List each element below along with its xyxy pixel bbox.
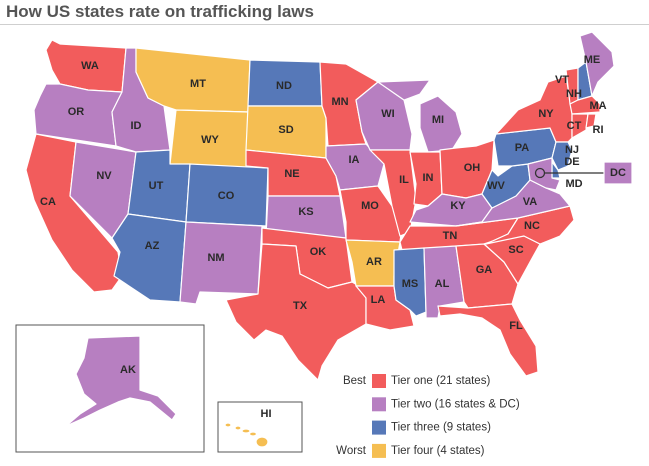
state-label-de: DE <box>564 156 579 168</box>
state-label-ut: UT <box>149 180 164 192</box>
state-label-ct: CT <box>567 120 582 132</box>
state-ct[interactable] <box>571 113 589 139</box>
state-nc[interactable] <box>485 205 575 245</box>
state-label-ca: CA <box>40 196 56 208</box>
state-label-co: CO <box>218 190 235 202</box>
state-label-tn: TN <box>443 230 458 242</box>
legend-label-tier2: Tier two (16 states & DC) <box>391 398 520 410</box>
state-mi[interactable] <box>377 79 463 153</box>
state-label-ky: KY <box>450 200 466 212</box>
state-label-la: LA <box>371 294 386 306</box>
state-label-va: VA <box>523 196 538 208</box>
legend-swatch-tier3 <box>372 420 386 435</box>
state-tx[interactable] <box>225 243 367 381</box>
legend-label-tier3: Tier three (9 states) <box>391 422 491 434</box>
hawaii-islands[interactable] <box>224 422 269 448</box>
state-label-ga: GA <box>476 264 493 276</box>
state-labels: WA OR CA NV ID MT WY UT CO AZ NM ND SD NE KS OK TX MN IA MO… <box>40 54 626 420</box>
state-label-nd: ND <box>276 80 292 92</box>
legend-swatch-tier1 <box>372 374 386 388</box>
state-label-sc: SC <box>508 244 523 256</box>
legend: Best Worst Tier one (21 states) Tier two … <box>336 374 520 458</box>
state-label-ms: MS <box>402 278 419 290</box>
state-label-vt: VT <box>555 74 569 86</box>
legend-swatch-tier4 <box>372 443 386 458</box>
hawaii-label: HI <box>261 408 272 420</box>
legend-best-label: Best <box>343 375 367 387</box>
page-title: How US states rate on trafficking laws <box>6 2 314 21</box>
state-label-wa: WA <box>81 60 99 72</box>
state-label-me: ME <box>584 54 601 66</box>
state-label-il: IL <box>399 174 409 186</box>
state-label-nj: NJ <box>565 144 579 156</box>
state-label-sd: SD <box>278 124 293 136</box>
legend-label-tier1: Tier one (21 states) <box>391 375 490 387</box>
state-ri[interactable] <box>585 113 597 129</box>
state-label-pa: PA <box>515 142 530 154</box>
state-label-ia: IA <box>349 154 360 166</box>
state-label-wv: WV <box>487 180 505 192</box>
state-me[interactable] <box>579 31 615 97</box>
state-label-oh: OH <box>464 162 481 174</box>
state-mn[interactable] <box>319 61 379 147</box>
state-label-nh: NH <box>566 88 582 100</box>
state-az[interactable] <box>111 213 187 303</box>
title-divider <box>0 24 649 25</box>
state-label-nv: NV <box>96 170 112 182</box>
state-label-ok: OK <box>310 246 327 258</box>
state-fl[interactable] <box>437 303 539 377</box>
state-label-wi: WI <box>381 108 394 120</box>
dc-locator-circle <box>534 167 546 179</box>
state-nm[interactable] <box>179 221 263 305</box>
state-label-ar: AR <box>366 256 382 268</box>
state-ak[interactable] <box>65 335 177 427</box>
state-label-nc: NC <box>524 220 540 232</box>
state-label-ks: KS <box>298 206 313 218</box>
state-label-mo: MO <box>361 200 379 212</box>
state-label-wy: WY <box>201 134 219 146</box>
legend-swatch-tier2 <box>372 397 386 412</box>
state-label-fl: FL <box>509 320 523 332</box>
state-label-mi: MI <box>432 114 444 126</box>
state-label-nm: NM <box>207 252 224 264</box>
state-label-mn: MN <box>331 96 348 108</box>
state-label-ne: NE <box>284 168 299 180</box>
state-label-ma: MA <box>589 100 606 112</box>
state-label-tx: TX <box>293 300 308 312</box>
state-label-id: ID <box>131 120 142 132</box>
state-dc-box[interactable] <box>603 161 633 185</box>
state-label-md: MD <box>565 178 582 190</box>
state-label-al: AL <box>435 278 450 290</box>
state-label-ny: NY <box>538 108 554 120</box>
state-label-ri: RI <box>593 124 604 136</box>
state-label-or: OR <box>68 106 85 118</box>
state-label-in: IN <box>423 172 434 184</box>
alaska-label: AK <box>120 364 136 376</box>
state-label-dc: DC <box>610 167 626 179</box>
state-label-mt: MT <box>190 78 206 90</box>
legend-worst-label: Worst <box>336 445 367 457</box>
state-label-az: AZ <box>145 240 160 252</box>
legend-label-tier4: Tier four (4 states) <box>391 445 485 457</box>
state-sd[interactable] <box>245 105 327 159</box>
